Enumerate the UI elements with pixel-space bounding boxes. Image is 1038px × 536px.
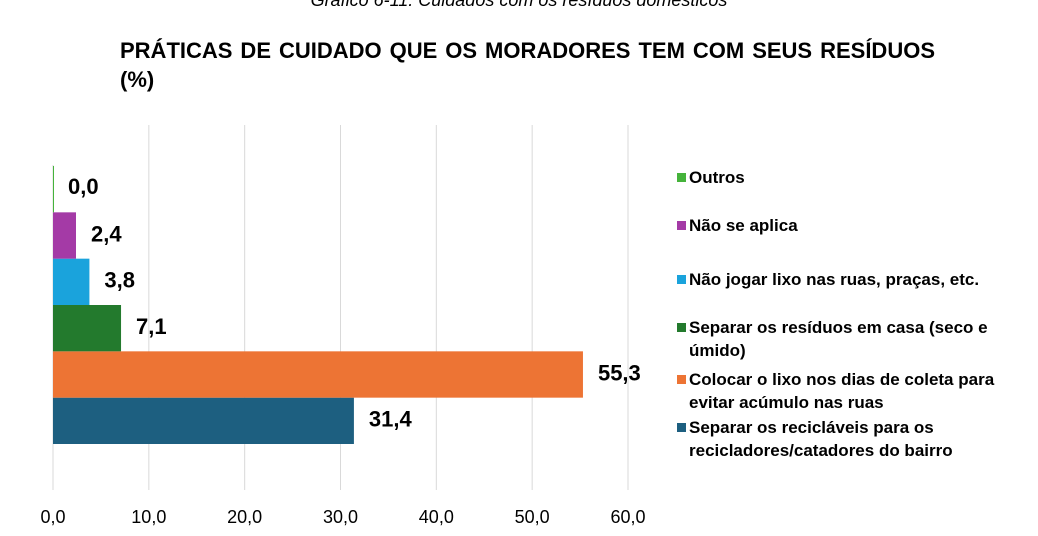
bar [53,166,54,213]
legend-swatch [677,275,686,284]
legend-item: Separar os recicláveis para os reciclado… [677,416,1027,462]
legend-swatch [677,221,686,230]
data-label: 3,8 [104,268,135,293]
legend-label: Não jogar lixo nas ruas, praças, etc. [689,270,980,289]
bar [53,305,122,352]
legend-swatch [677,323,686,332]
bar [53,212,76,259]
data-label: 31,4 [369,407,413,432]
legend-item: Não se aplica [677,214,1027,237]
chart-title: PRÁTICAS DE CUIDADO QUE OS MORADORES TEM… [120,38,935,92]
data-label: 0,0 [68,174,99,199]
legend-swatch [677,375,686,384]
x-tick-label: 40,0 [419,507,454,527]
data-label: 55,3 [598,360,641,385]
legend-item: Outros [677,166,1027,189]
legend-label: Não se aplica [689,216,798,235]
x-tick-label: 10,0 [131,507,166,527]
legend-item: Separar os resíduos em casa (seco e úmid… [677,316,1027,362]
x-tick-label: 20,0 [227,507,262,527]
legend-label: Colocar o lixo nos dias de coleta para e… [689,370,995,412]
x-tick-label: 50,0 [515,507,550,527]
x-tick-label: 60,0 [610,507,645,527]
legend-swatch [677,423,686,432]
data-label: 2,4 [91,221,122,246]
legend-label: Separar os resíduos em casa (seco e úmid… [689,318,988,360]
bar [53,351,583,398]
x-tick-label: 0,0 [40,507,65,527]
x-tick-label: 30,0 [323,507,358,527]
legend-item: Colocar o lixo nos dias de coleta para e… [677,368,1027,414]
legend-label: Separar os recicláveis para os reciclado… [689,418,953,460]
legend-swatch [677,173,686,182]
caption: Gráfico 6-11: Cuidados com os resíduos d… [310,0,728,10]
data-label: 7,1 [136,314,167,339]
bar [53,397,354,444]
legend-label: Outros [689,168,745,187]
legend-item: Não jogar lixo nas ruas, praças, etc. [677,268,1027,291]
bar [53,258,90,305]
